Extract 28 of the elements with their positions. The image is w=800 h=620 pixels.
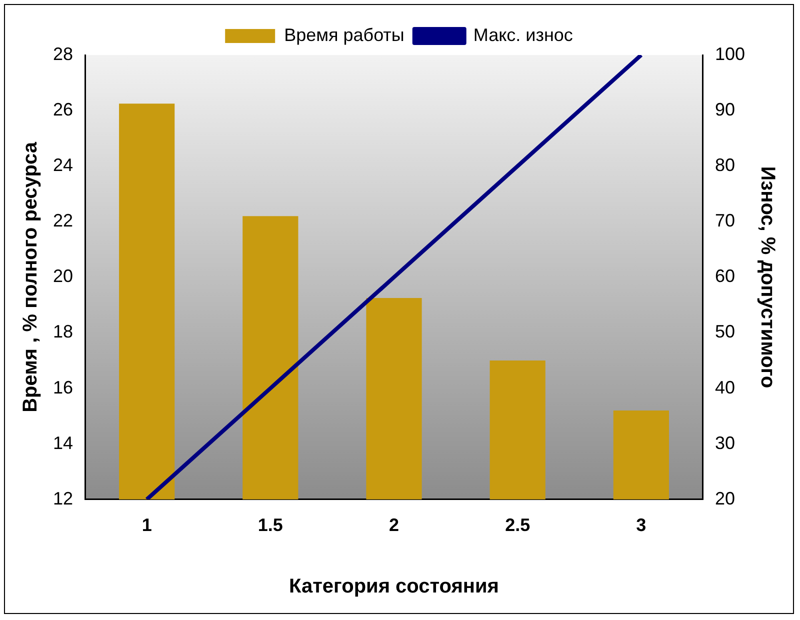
y-tick-label: 28 [52, 44, 74, 64]
x-tick-label: 1.5 [258, 515, 283, 536]
x-tick-label: 2.5 [505, 515, 530, 536]
y2-tick-label: 90 [714, 100, 735, 120]
x-tick-label: 3 [636, 515, 646, 536]
y-tick-label: 26 [52, 100, 74, 120]
y2-tick-label: 70 [714, 210, 735, 231]
y2-axis-title: Износ, % допустимого [756, 166, 778, 388]
y-tick-label: 20 [52, 266, 74, 286]
legend-label: Макс. износ [473, 24, 573, 45]
x-tick-label: 1 [142, 515, 152, 536]
x-tick-label: 2 [388, 515, 399, 536]
y2-tick-label: 100 [714, 44, 746, 64]
y-tick-label: 14 [52, 432, 74, 453]
y2-tick-label: 60 [714, 266, 735, 286]
y2-tick-label: 50 [714, 322, 735, 342]
y2-tick-label: 30 [714, 432, 735, 453]
y2-tick-label: 40 [714, 377, 735, 398]
y-tick-label: 22 [52, 210, 74, 231]
y2-tick-label: 20 [714, 488, 735, 508]
y-tick-label: 24 [52, 155, 74, 176]
y2-tick-label: 80 [714, 155, 735, 176]
x-axis-title: Категория состояния [289, 576, 499, 598]
y-axis-title: Время , % полного ресурса [20, 141, 42, 412]
y-tick-label: 18 [52, 322, 74, 342]
y-tick-label: 16 [52, 377, 74, 398]
legend-label: Время работы [284, 24, 404, 45]
y-tick-label: 12 [52, 488, 74, 508]
